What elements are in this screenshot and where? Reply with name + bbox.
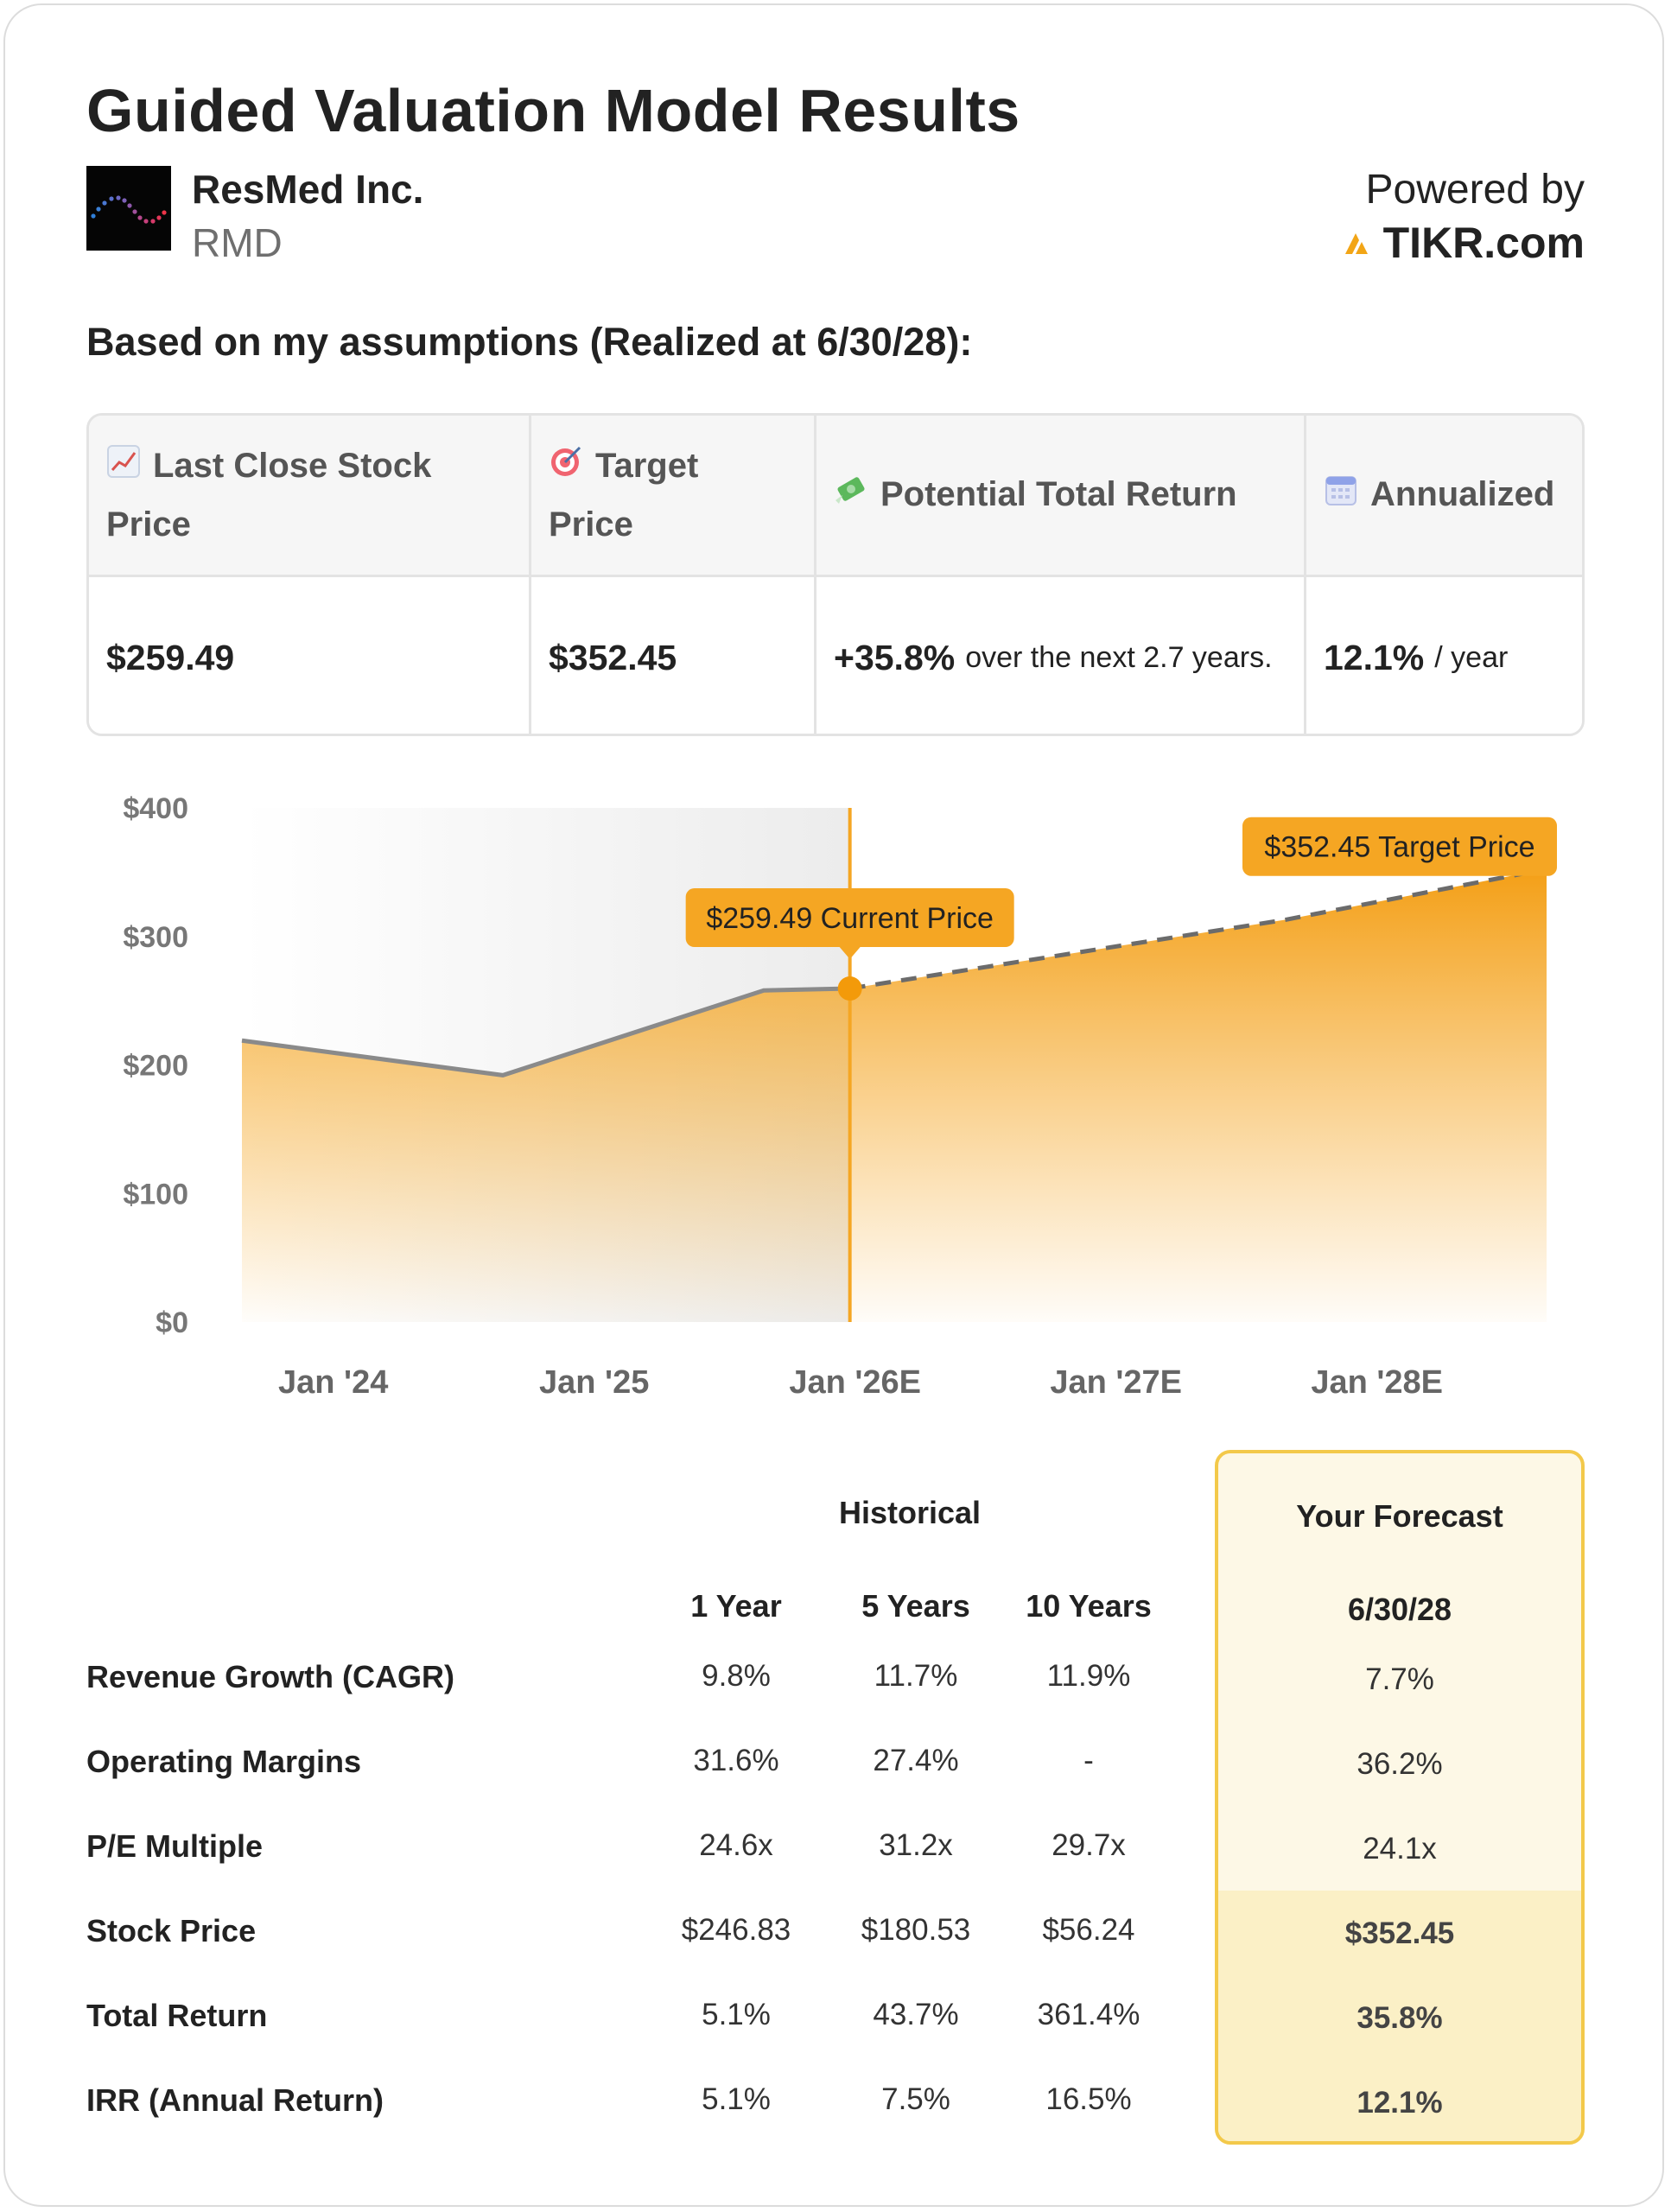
current-price-label: $259.49 Current Price [706,902,994,935]
row-forecast-value: 7.7% [1365,1662,1434,1696]
summary-header-row: Last Close Stock Price Target Price Potent… [89,416,1582,577]
row-label: IRR (Annual Return) [86,2082,384,2118]
tikr-brand-link[interactable]: TIKR.com [1344,218,1585,268]
y-tick-label: $400 [123,792,188,825]
calendar-icon [1324,467,1358,524]
row-value: 11.9% [1046,1659,1131,1693]
row-value: 27.4% [873,1744,959,1777]
historical-header: Historical [838,1495,982,1530]
col-10-years: 10 Years [1026,1588,1152,1624]
summary-table: Last Close Stock Price Target Price Potent… [86,413,1585,736]
row-forecast-value: 24.1x [1363,1832,1437,1866]
header-annualized: Annualized [1306,416,1582,575]
forecast-line [849,867,1547,991]
annualized-note: / year [1434,641,1509,674]
x-tick-label: Jan '27E [1050,1364,1182,1401]
target-price-tooltip: $352.45 Target Price [1242,817,1557,876]
forecast-header: Your Forecast [1296,1498,1503,1534]
historical-area [242,988,850,1322]
y-tick-label: $200 [123,1050,188,1083]
row-value: 31.6% [693,1744,779,1777]
y-tick-label: $0 [156,1306,188,1339]
row-value: 9.8% [702,1659,771,1693]
col-1-year: 1 Year [690,1588,782,1624]
row-label: Total Return [86,1998,268,2033]
row-label: Revenue Growth (CAGR) [86,1659,455,1694]
row-value: 11.7% [874,1659,958,1693]
target-price-label: $352.45 Target Price [1264,831,1534,864]
row-label: Stock Price [86,1913,257,1948]
row-value: 43.7% [873,1998,959,2031]
tikr-logo-icon [1344,233,1368,254]
col-forecast-date: 6/30/28 [1347,1592,1452,1627]
historical-line [241,986,850,1077]
x-tick-label: Jan '28E [1311,1364,1443,1401]
tikr-brand-text: TIKR.com [1382,219,1585,267]
row-value: 16.5% [1045,2082,1132,2116]
row-forecast-value: $352.45 [1344,1916,1455,1950]
money-flying-icon [834,467,868,524]
current-price-marker[interactable] [837,976,862,1001]
powered-by-label: Powered by [1365,167,1585,213]
company-logo [86,166,171,251]
row-value: $180.53 [861,1913,971,1947]
assumptions-heading: Based on my assumptions (Realized at 6/3… [86,320,973,364]
row-value: - [1083,1744,1094,1777]
row-value: 5.1% [702,2082,771,2116]
row-value: 361.4% [1037,1998,1140,2031]
x-tick-label: Jan '24 [278,1364,388,1401]
current-price-tooltip: $259.49 Current Price [685,888,1014,960]
header-last-close: Last Close Stock Price [89,416,531,575]
page-title: Guided Valuation Model Results [86,77,1020,144]
chart-increasing-icon [106,439,141,496]
row-forecast-value: 36.2% [1356,1747,1443,1781]
row-forecast-value: 35.8% [1356,2001,1443,2035]
x-tick-label: Jan '25 [539,1364,649,1401]
row-forecast-value: 12.1% [1356,2086,1443,2120]
company-ticker: RMD [192,220,283,265]
row-label: Operating Margins [86,1744,362,1779]
col-5-years: 5 Years [861,1588,970,1624]
forecast-area [849,868,1547,1322]
row-value: $56.24 [1042,1913,1135,1947]
row-value: 29.7x [1052,1828,1126,1862]
target-icon [549,439,583,496]
header-total-return: Potential Total Return [816,416,1306,575]
annualized-value: 12.1% [1324,638,1425,677]
last-close-value: $259.49 [106,638,235,677]
target-price-value: $352.45 [549,638,677,677]
row-label: P/E Multiple [86,1828,264,1864]
summary-values-row: $259.49 $352.45 +35.8% over the next 2.7 … [89,577,1582,734]
row-value: 24.6x [699,1828,773,1862]
row-value: 5.1% [702,1998,771,2031]
price-chart: $400 $300 $200 $100 $0 Jan '24 Jan '25 Jan '26… [123,792,1557,1401]
row-value: $246.83 [681,1913,791,1947]
y-tick-label: $300 [123,921,188,954]
total-return-value: +35.8% [834,638,956,677]
row-value: 31.2x [879,1828,953,1862]
total-return-note: over the next 2.7 years. [965,641,1273,674]
company-name: ResMed Inc. [192,167,424,212]
header-target-price: Target Price [531,416,816,575]
forecast-column [1215,1450,1585,2145]
row-value: 7.5% [881,2082,950,2116]
x-tick-label: Jan '26E [789,1364,921,1401]
y-tick-label: $100 [123,1178,188,1211]
